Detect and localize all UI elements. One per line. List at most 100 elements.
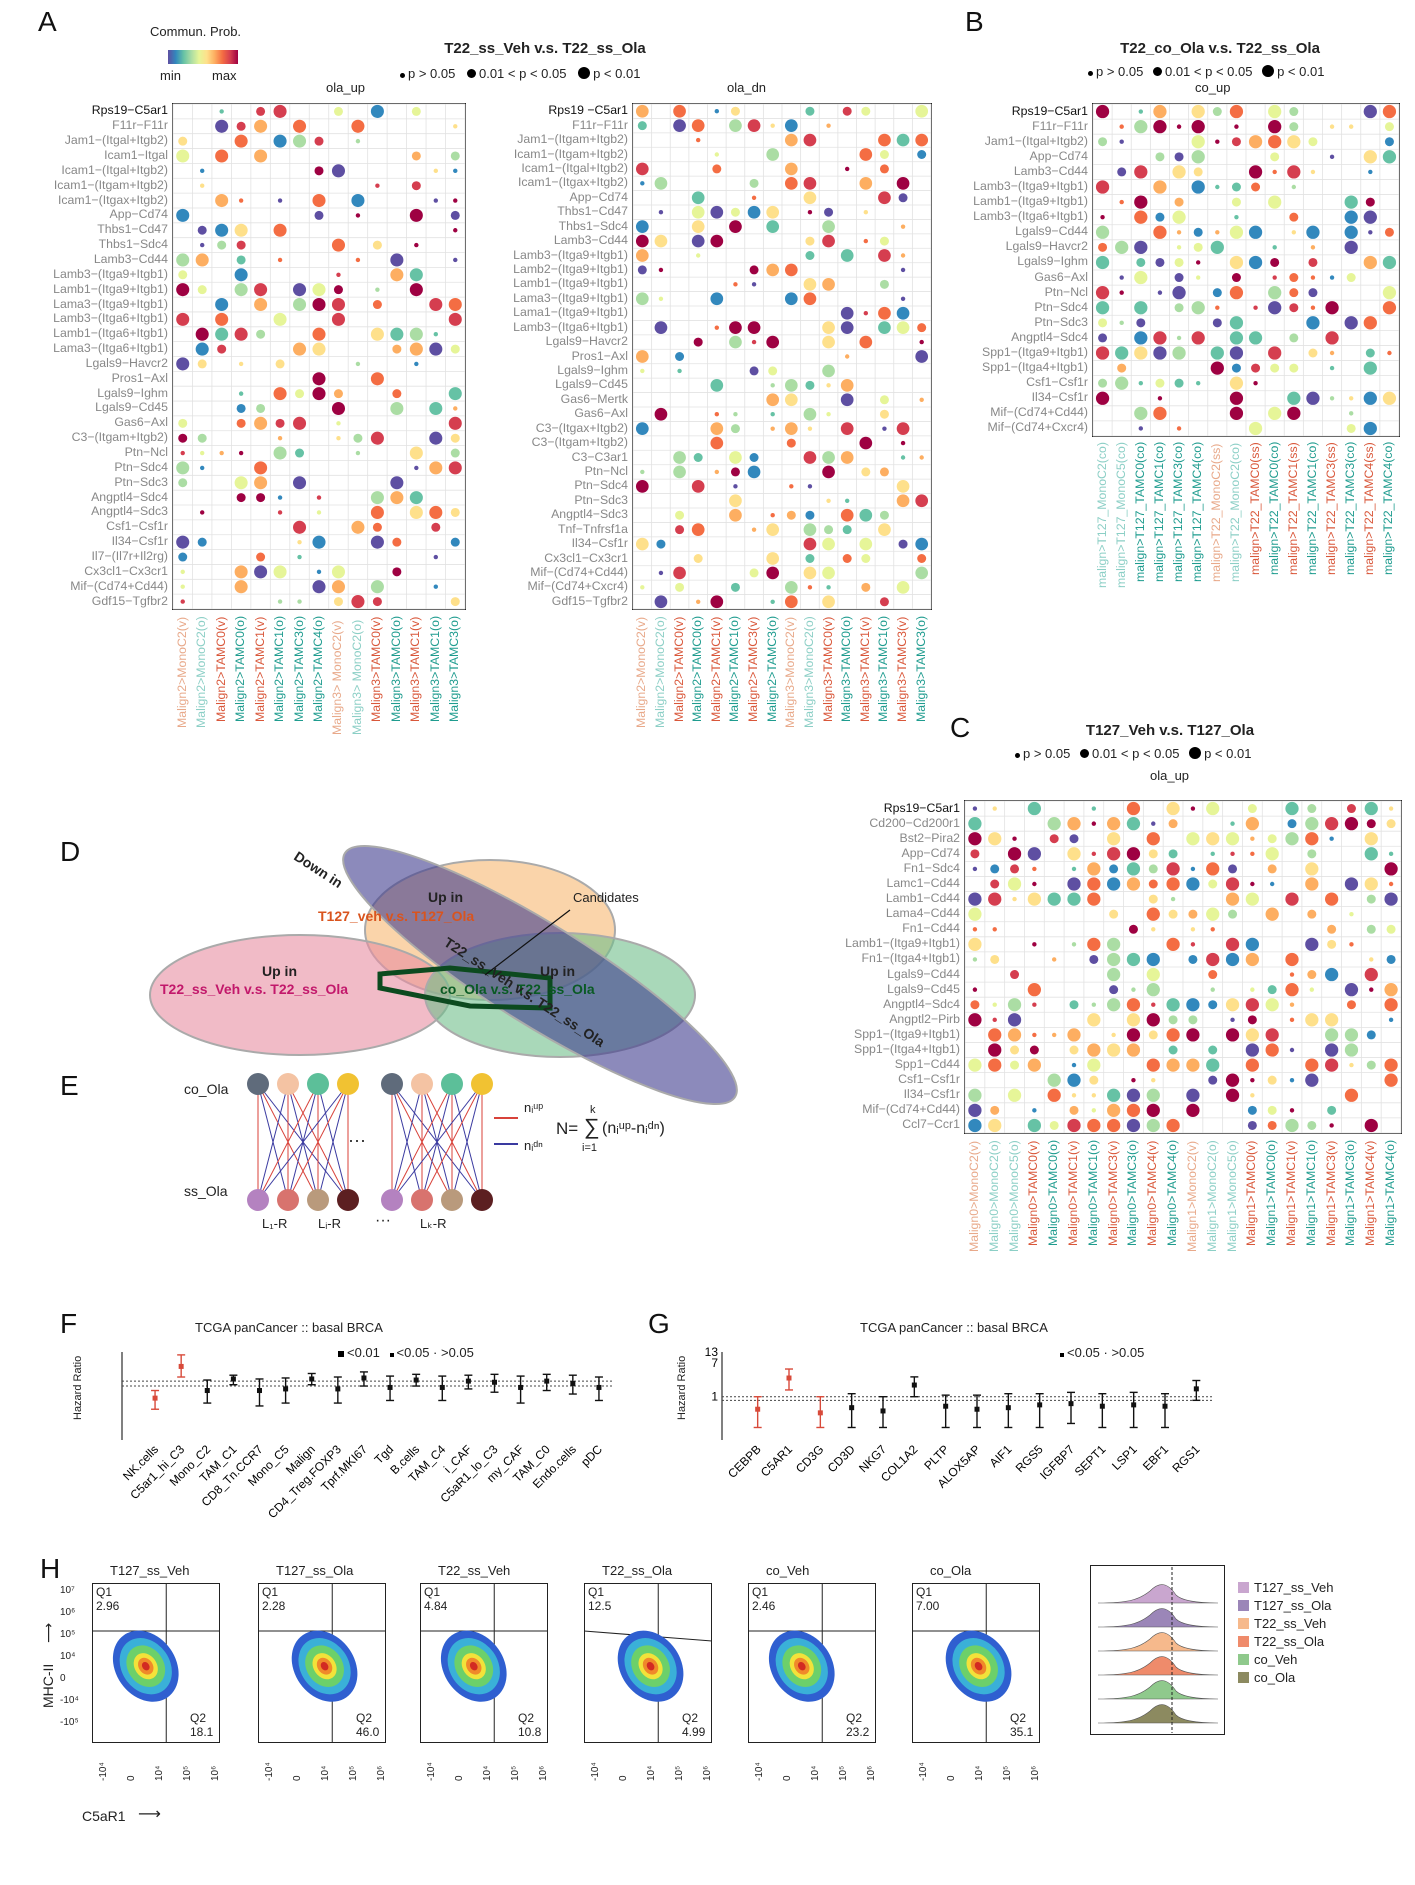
dot-mark [803, 278, 817, 291]
dot-mark [292, 520, 307, 534]
dot-mark [879, 279, 889, 289]
dot-mark [1230, 851, 1235, 857]
dot-mark [1289, 288, 1299, 298]
x-tick-label: 10⁶ [866, 1765, 877, 1781]
dot-mark [1324, 892, 1339, 906]
column-label: Malign3>TAMC3(o) [447, 615, 462, 722]
dot-mark [1388, 1017, 1394, 1023]
dot-mark [1176, 230, 1182, 235]
column-label: Malign3>TAMC3(v) [895, 616, 910, 722]
dot-mark [370, 505, 384, 519]
dot-mark [803, 177, 817, 190]
x-tick-label: 0 [618, 1775, 629, 1781]
dot-mark [879, 236, 889, 246]
row-label: Lamb2−(Itga9+Itgb1) [513, 261, 628, 276]
q2-gate-label: Q2 23.2 [846, 1711, 869, 1739]
dot-mark [900, 296, 906, 301]
column-label: malign>T22_TAMC1(ss) [1285, 442, 1300, 575]
dot-mark [1234, 124, 1239, 129]
dot-mark [784, 292, 798, 306]
dot-mark [254, 476, 268, 490]
dot-mark [1306, 225, 1320, 239]
dot-mark [1071, 1062, 1077, 1068]
dot-mark [1208, 1075, 1218, 1085]
dot-mark [1153, 331, 1167, 345]
dot-mark [1176, 124, 1182, 129]
venn-co-up: Up in [540, 963, 575, 979]
dot-mark [316, 569, 322, 575]
dot-mark [200, 183, 205, 188]
panel-h-label: H [40, 1553, 61, 1584]
dot-mark [990, 1105, 1000, 1115]
dot-mark [1270, 257, 1280, 267]
dot-mark [409, 327, 423, 341]
dot-mark [1091, 806, 1097, 811]
x-tick-label: 10⁵ [348, 1765, 359, 1781]
x-tick-label: 0 [454, 1775, 465, 1781]
pval-large-dot-icon [1262, 65, 1275, 77]
pval-legend-3: p < 0.01 [1204, 746, 1252, 761]
dot-mark [1186, 877, 1200, 891]
dot-mark [200, 450, 205, 456]
dot-mark [714, 412, 720, 417]
dot-mark [178, 433, 188, 443]
dot-mark [770, 383, 775, 388]
e-n-up: nᵢᵘᵖ [524, 1100, 544, 1115]
e-pair-label-1: L₁-R [262, 1216, 288, 1231]
dot-mark [1272, 275, 1277, 280]
column-label: Malign0>MonoC2(o) [986, 1140, 1001, 1253]
row-label: Mif−(Cd74+Cd44) [70, 578, 168, 593]
dot-mark [691, 480, 705, 493]
venn-t22-label: T22_ss_Veh v.s. T22_ss_Ola [160, 981, 349, 997]
dot-mark [355, 361, 361, 367]
panel-a-right-subtitle: ola_dn [727, 80, 767, 95]
dot-mark [1289, 303, 1299, 313]
dot-mark [1172, 210, 1186, 224]
dot-mark [409, 446, 423, 460]
dot-mark [1146, 907, 1160, 921]
dot-mark [1231, 182, 1241, 192]
hr-point [943, 1403, 949, 1409]
legend-swatch [1238, 1600, 1249, 1611]
dot-mark [292, 283, 307, 297]
dot-mark [1250, 851, 1255, 857]
column-label: Malign2>TAMC1(v) [708, 616, 723, 722]
dot-mark [1210, 346, 1224, 360]
dot-mark [238, 198, 244, 203]
column-label: malign>T22_TAMC0(co) [1266, 441, 1281, 575]
dot-mark [1136, 318, 1146, 328]
dot-mark [314, 166, 324, 176]
dot-mark [370, 580, 384, 594]
column-label: Malign1>TAMC0(o) [1264, 1139, 1279, 1246]
dot-mark [1344, 1028, 1359, 1042]
dot-mark [1032, 942, 1037, 947]
dot-mark [292, 342, 307, 356]
dot-mark [1106, 816, 1121, 831]
dot-mark [770, 412, 775, 417]
row-label: Bst2−Pira2 [899, 830, 961, 845]
dot-mark [654, 321, 668, 334]
dot-mark [1191, 301, 1205, 315]
dot-mark [900, 455, 906, 460]
y-tick-label: 10⁵ [60, 1629, 76, 1640]
dot-mark [1363, 316, 1377, 330]
dot-mark [448, 461, 462, 475]
colorbar-min: min [160, 68, 181, 83]
dot-mark [1119, 124, 1124, 129]
dot-mark [1363, 361, 1377, 375]
hr-point [257, 1388, 262, 1394]
column-label: Malign0>TAMC4(o) [1165, 1139, 1180, 1246]
panel-f-title: TCGA panCancer :: basal BRCA [195, 1320, 383, 1335]
dot-mark [1098, 137, 1108, 147]
dot-mark [988, 1028, 1002, 1042]
dot-mark [197, 359, 207, 369]
row-label: Il34−Csf1r [1031, 390, 1088, 405]
dot-mark [1126, 847, 1141, 861]
dot-mark [1307, 804, 1317, 814]
dot-mark [879, 150, 889, 159]
dot-mark [919, 455, 924, 460]
hr-point [178, 1363, 184, 1369]
dot-mark [1119, 139, 1124, 144]
row-label: App−Cd74 [109, 207, 168, 222]
dot-mark [333, 389, 343, 399]
